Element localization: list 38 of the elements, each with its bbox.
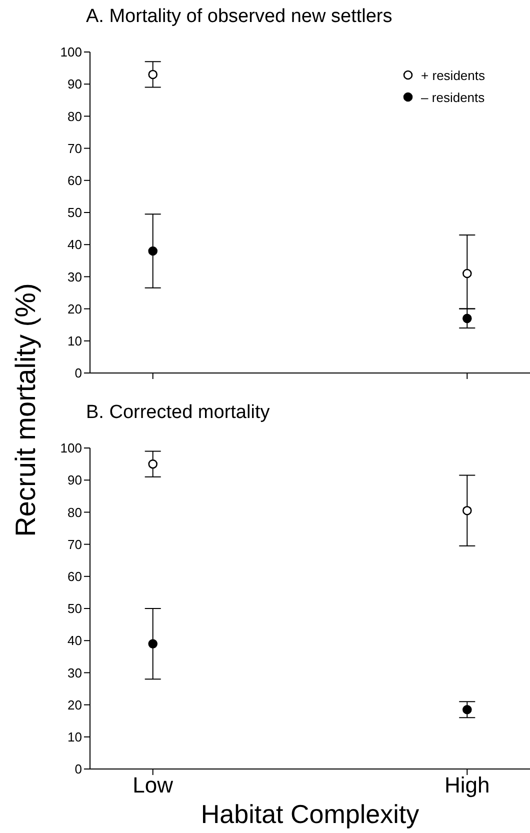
y-tick-label: 100 xyxy=(60,440,82,456)
y-tick-label: 90 xyxy=(68,76,82,92)
x-tick-label: Low xyxy=(132,772,174,798)
y-tick-label: 50 xyxy=(68,205,82,220)
y-tick-label: 100 xyxy=(60,44,82,60)
y-tick-label: 0 xyxy=(74,762,82,777)
x-axis-title: Habitat Complexity xyxy=(200,799,420,829)
y-tick-label: 50 xyxy=(68,601,82,616)
legend-label: – residents xyxy=(421,90,485,104)
y-axis-title: Recruit mortality (%) xyxy=(10,283,42,537)
chart-title: B. Corrected mortality xyxy=(86,402,270,424)
y-tick-label: 20 xyxy=(68,697,82,712)
point xyxy=(462,506,472,516)
y-tick-label: 30 xyxy=(68,665,82,680)
y-tick-label: 10 xyxy=(68,334,82,349)
point xyxy=(148,70,158,80)
y-tick-label: 10 xyxy=(68,730,82,745)
y-tick-label: 20 xyxy=(68,301,82,316)
y-tick-label: 80 xyxy=(68,504,82,520)
y-tick-label: 70 xyxy=(68,536,82,552)
point xyxy=(148,459,158,469)
point xyxy=(462,314,472,324)
y-tick-label: 40 xyxy=(68,633,82,648)
point xyxy=(462,704,472,714)
y-tick-label: 60 xyxy=(68,569,82,584)
y-tick-label: 70 xyxy=(68,140,82,156)
point xyxy=(148,246,158,256)
y-tick-label: 0 xyxy=(74,366,82,381)
point xyxy=(462,268,472,278)
legend-label: + residents xyxy=(421,68,485,82)
point xyxy=(148,639,158,648)
y-tick-label: 40 xyxy=(68,237,82,252)
y-tick-label: 30 xyxy=(68,269,82,284)
y-tick-label: 80 xyxy=(68,108,82,124)
y-tick-label: 60 xyxy=(68,173,82,188)
y-tick-label: 90 xyxy=(68,472,82,488)
x-tick-label: High xyxy=(444,772,490,798)
chart-title: A. Mortality of observed new settlers xyxy=(86,6,392,28)
